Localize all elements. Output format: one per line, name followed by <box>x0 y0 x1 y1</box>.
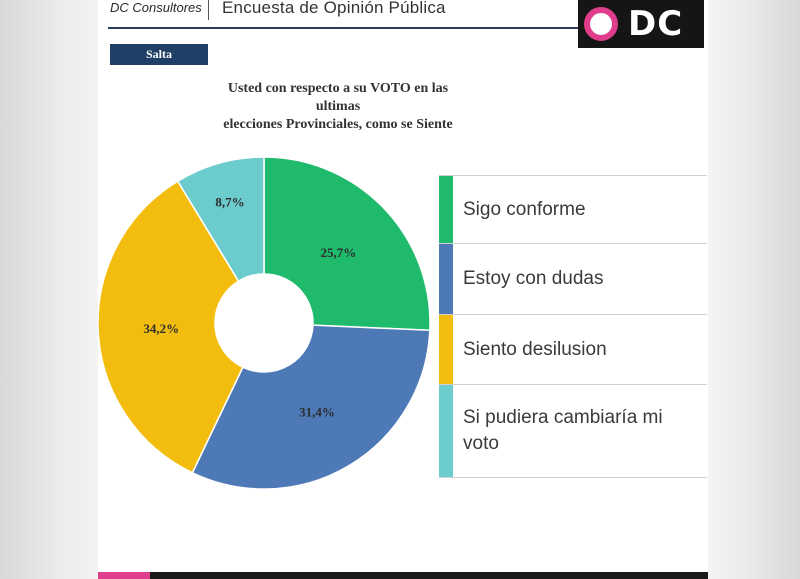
survey-title: Encuesta de Opinión Pública <box>222 0 446 17</box>
slice-value-label: 34,2% <box>143 321 179 336</box>
legend-label: Sigo conforme <box>463 198 586 220</box>
slice-value-label: 31,4% <box>299 404 335 419</box>
legend-item-siento-desilusion: Siento desilusion <box>439 314 707 384</box>
donut-slice <box>98 180 244 474</box>
footer-accent <box>98 572 150 579</box>
donut-slice <box>176 156 265 283</box>
legend-label: Si pudiera cambiaría mi voto <box>463 407 663 454</box>
legend-item-estoy-con-dudas: Estoy con dudas <box>439 243 707 314</box>
header-divider <box>208 0 209 20</box>
donut-slice <box>191 324 431 490</box>
header-underline <box>108 27 578 29</box>
logo-text: DC <box>628 4 684 44</box>
background-right <box>708 0 800 579</box>
background-left <box>0 0 98 579</box>
footer-bar <box>98 572 708 579</box>
donut-slice <box>263 156 431 332</box>
legend-swatch-yellow <box>439 315 453 384</box>
chart-title-line-2: elecciones Provinciales, como se Siente <box>223 117 453 132</box>
slice-value-label: 25,7% <box>320 245 356 260</box>
logo-ring-icon <box>584 7 618 41</box>
odc-logo: DC <box>578 0 704 48</box>
region-tag: Salta <box>110 44 208 65</box>
legend-item-si-pudiera-cambiar: Si pudiera cambiaría mi voto <box>439 384 707 478</box>
donut-chart: 25,7% 31,4% 34,2% 8,7% <box>98 156 431 490</box>
legend-swatch-green <box>439 176 453 243</box>
slice-value-label: 8,7% <box>215 195 244 210</box>
legend-swatch-teal <box>439 385 453 477</box>
legend-swatch-blue <box>439 244 453 314</box>
chart-title-line-1: Usted con respecto a su VOTO en las ulti… <box>227 81 449 114</box>
chart-legend: Sigo conforme Estoy con dudas Siento des… <box>439 175 707 478</box>
legend-label: Siento desilusion <box>463 338 607 360</box>
legend-item-sigo-conforme: Sigo conforme <box>439 175 707 243</box>
company-name: DC Consultores <box>110 0 202 15</box>
survey-card: DC Consultores Encuesta de Opinión Públi… <box>98 0 708 579</box>
chart-title: Usted con respecto a su VOTO en las ulti… <box>208 80 468 134</box>
legend-label: Estoy con dudas <box>463 268 604 289</box>
